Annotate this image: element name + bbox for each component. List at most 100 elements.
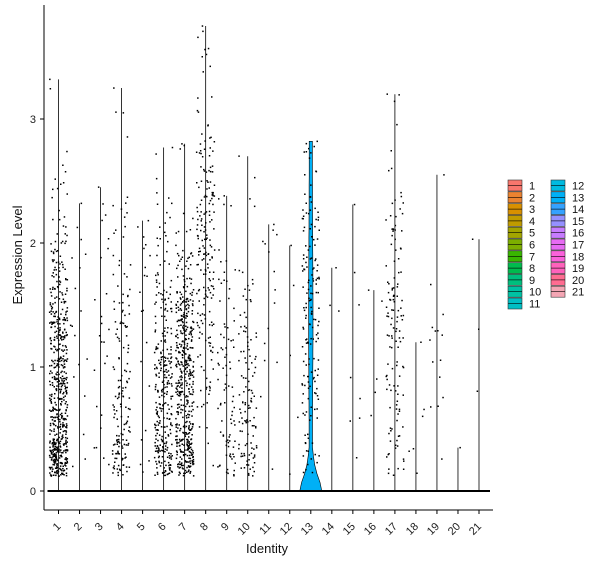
data-point	[184, 469, 187, 472]
data-point	[59, 329, 61, 331]
data-point	[53, 375, 56, 378]
x-tick-label: 3	[93, 521, 106, 534]
data-point	[114, 461, 116, 463]
data-point	[114, 413, 116, 415]
data-point	[116, 434, 118, 437]
data-point	[56, 319, 58, 321]
data-point	[178, 309, 180, 311]
data-point	[311, 326, 314, 329]
data-point	[177, 301, 179, 303]
data-point	[165, 303, 167, 306]
data-point	[49, 370, 52, 372]
data-point	[125, 423, 127, 425]
data-point	[184, 283, 186, 286]
data-point	[58, 366, 60, 368]
data-point	[56, 335, 58, 337]
data-point	[55, 449, 57, 451]
data-point	[126, 325, 128, 328]
data-point	[210, 297, 213, 299]
data-point	[394, 199, 396, 201]
data-point	[245, 327, 247, 329]
data-point	[247, 407, 250, 409]
violin-group-2	[68, 202, 91, 492]
data-point	[190, 443, 192, 445]
data-point	[58, 275, 60, 278]
data-point	[58, 475, 60, 477]
data-point	[155, 346, 158, 348]
data-point	[314, 380, 316, 383]
data-point	[188, 357, 191, 359]
data-point	[112, 466, 115, 469]
data-point	[118, 442, 121, 444]
data-point	[212, 464, 214, 467]
data-point	[253, 456, 256, 458]
data-point	[187, 267, 190, 270]
data-point	[158, 403, 161, 405]
data-point	[57, 327, 59, 330]
data-point	[204, 212, 207, 214]
data-point	[175, 303, 177, 306]
data-point	[51, 442, 54, 444]
data-point	[63, 371, 66, 373]
data-point	[225, 454, 228, 456]
data-point	[199, 203, 202, 206]
data-point	[180, 371, 183, 373]
data-point	[304, 384, 306, 387]
data-point	[179, 386, 181, 388]
data-point	[65, 443, 67, 445]
data-point	[223, 279, 225, 281]
data-point	[55, 474, 57, 477]
data-point	[229, 434, 231, 436]
data-point	[309, 209, 312, 211]
data-point	[177, 390, 179, 393]
data-point	[401, 299, 403, 302]
data-point	[212, 203, 214, 206]
data-point	[163, 467, 165, 469]
data-point	[166, 456, 169, 458]
data-point	[115, 410, 118, 412]
data-point	[57, 348, 59, 351]
data-point	[209, 244, 212, 247]
data-point	[302, 209, 304, 211]
data-point	[180, 319, 182, 322]
data-point	[55, 261, 58, 264]
data-point	[186, 403, 188, 405]
data-point	[187, 395, 189, 398]
data-point	[122, 301, 124, 304]
data-point	[56, 416, 58, 418]
data-point	[129, 408, 131, 411]
data-point	[204, 293, 207, 295]
data-point	[189, 358, 192, 360]
data-point	[209, 170, 212, 173]
data-point	[61, 294, 64, 296]
data-point	[317, 398, 320, 400]
data-point	[190, 330, 192, 333]
data-point	[180, 302, 183, 305]
data-point	[181, 353, 183, 356]
data-point	[52, 422, 54, 425]
data-point	[239, 314, 242, 316]
data-point	[58, 409, 61, 411]
data-point	[211, 171, 214, 173]
data-point	[64, 449, 67, 451]
data-point	[52, 260, 54, 263]
data-point	[191, 426, 194, 428]
data-point	[387, 453, 389, 456]
data-point	[64, 328, 66, 331]
data-point	[388, 453, 390, 455]
data-point	[312, 268, 314, 270]
data-point	[177, 411, 180, 414]
data-point	[142, 471, 144, 473]
data-point	[192, 376, 195, 378]
data-point	[390, 167, 393, 170]
data-point	[397, 467, 399, 470]
data-point	[192, 388, 194, 391]
data-point	[65, 311, 67, 313]
data-point	[246, 464, 248, 466]
data-point	[64, 436, 67, 439]
points-8	[195, 25, 216, 467]
data-point	[304, 353, 307, 355]
data-point	[65, 334, 68, 337]
data-point	[190, 452, 193, 454]
y-tick-label: 0	[30, 486, 36, 498]
